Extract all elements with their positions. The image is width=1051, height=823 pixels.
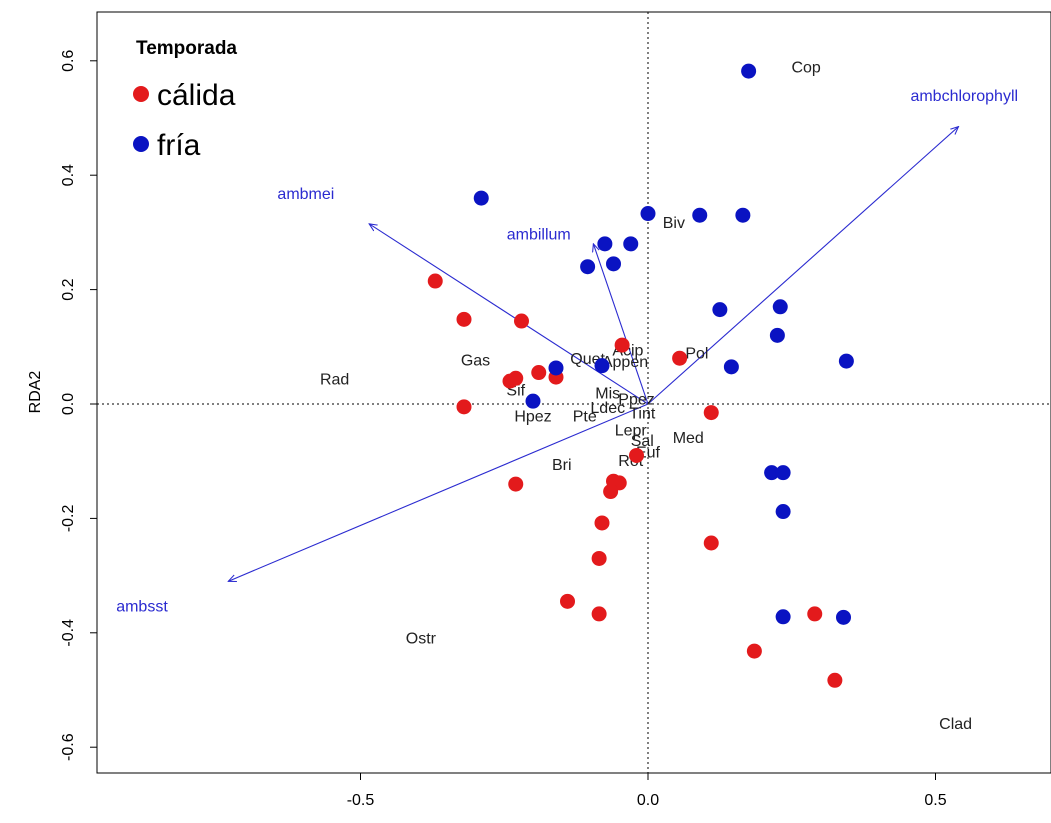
species-label-Pte: Pte <box>573 408 597 425</box>
species-label-Mis: Mis <box>595 386 620 403</box>
y-tick-label: 0.4 <box>60 164 77 186</box>
x-tick-label: 0.0 <box>637 792 659 809</box>
species-label-Appen: Appen <box>602 354 648 371</box>
legend: Temporada cálida fría <box>133 38 237 162</box>
species-label-Ostr: Ostr <box>406 630 437 647</box>
arrow-ambmei <box>369 224 649 405</box>
point-fría <box>640 206 656 222</box>
legend-label-cálida: cálida <box>157 79 236 112</box>
point-cálida <box>514 313 529 329</box>
point-fría <box>525 393 541 409</box>
point-cálida <box>560 593 575 609</box>
point-fría <box>741 63 757 79</box>
y-tick-label: -0.2 <box>60 505 77 533</box>
sample-points <box>427 63 854 688</box>
arrow-label-ambillum: ambillum <box>507 226 571 243</box>
y-tick-label: -0.4 <box>60 619 77 647</box>
species-label-Lepr: Lepr <box>615 423 648 440</box>
point-fría <box>580 259 596 275</box>
point-fría <box>764 465 780 481</box>
arrow-ambillum <box>593 244 649 405</box>
environmental-arrows: ambmei ambillum ambchlorophyll ambsst <box>116 88 1018 616</box>
legend-label-fría: fría <box>157 129 201 162</box>
point-fría <box>735 207 751 223</box>
point-fría <box>623 236 639 252</box>
point-cálida <box>508 370 524 386</box>
species-label-Hpez: Hpez <box>514 408 551 425</box>
y-axis: -0.6 -0.4 -0.2 0.0 0.2 0.4 0.6 <box>60 50 97 761</box>
species-label-Ppez: Ppez <box>618 391 654 408</box>
x-axis: -0.5 0.0 0.5 <box>347 773 947 809</box>
point-cálida <box>807 606 823 622</box>
species-label-Med: Med <box>673 430 704 447</box>
y-tick-label: 0.0 <box>60 393 77 415</box>
point-cálida <box>703 535 719 551</box>
arrow-ambchlorophyll <box>647 127 959 405</box>
point-fría <box>769 327 785 343</box>
y-tick-label: 0.6 <box>60 50 77 72</box>
point-fría <box>712 302 728 318</box>
point-cálida <box>456 311 472 327</box>
point-fría <box>775 609 791 625</box>
point-cálida <box>594 515 610 531</box>
point-cálida <box>427 273 443 289</box>
point-fría <box>772 299 788 315</box>
point-fría <box>723 359 739 375</box>
species-label-Sal: Sal <box>631 433 654 450</box>
point-cálida <box>591 606 607 622</box>
point-fría <box>775 504 791 520</box>
point-cálida <box>629 447 644 463</box>
x-tick-label: 0.5 <box>924 792 946 809</box>
point-fría <box>597 236 613 252</box>
species-label-Clad: Clad <box>939 716 972 733</box>
y-axis-title: RDA2 <box>27 371 44 414</box>
species-label-Ldec: Ldec <box>590 400 625 417</box>
point-fría <box>473 190 489 206</box>
point-cálida <box>746 643 762 659</box>
point-fría <box>606 256 621 272</box>
legend-marker-fría <box>133 136 149 152</box>
point-cálida <box>614 337 630 353</box>
point-fría <box>548 360 564 376</box>
y-tick-label: 0.2 <box>60 278 77 300</box>
arrow-label-ambmei: ambmei <box>277 186 334 203</box>
species-label-Biv: Biv <box>663 215 685 232</box>
point-cálida <box>703 405 719 421</box>
point-cálida <box>591 550 607 566</box>
point-cálida <box>531 365 547 381</box>
arrow-label-ambsst: ambsst <box>116 599 168 616</box>
reference-lines <box>97 12 1051 773</box>
point-fría <box>838 353 854 369</box>
x-tick-label: -0.5 <box>347 792 375 809</box>
point-cálida <box>672 350 688 366</box>
point-fría <box>836 609 851 625</box>
point-cálida <box>508 476 524 492</box>
point-fría <box>775 465 791 481</box>
y-tick-label: -0.6 <box>60 733 77 761</box>
legend-marker-cálida <box>133 86 149 102</box>
plot-frame <box>96 11 1051 774</box>
species-label-Bri: Bri <box>552 457 572 474</box>
species-label-Rad: Rad <box>320 371 349 388</box>
point-fría <box>692 207 708 223</box>
arrow-ambsst <box>228 403 649 581</box>
arrow-label-ambchlorophyll: ambchlorophyll <box>910 88 1018 105</box>
point-cálida <box>603 484 619 500</box>
point-cálida <box>456 399 472 415</box>
point-cálida <box>827 672 843 688</box>
species-label-Pol: Pol <box>685 346 708 363</box>
legend-title: Temporada <box>136 38 237 59</box>
species-label-Tint: Tint <box>629 406 656 423</box>
species-label-Cop: Cop <box>791 60 820 77</box>
point-fría <box>594 358 610 374</box>
species-label-Gas: Gas <box>461 352 490 369</box>
